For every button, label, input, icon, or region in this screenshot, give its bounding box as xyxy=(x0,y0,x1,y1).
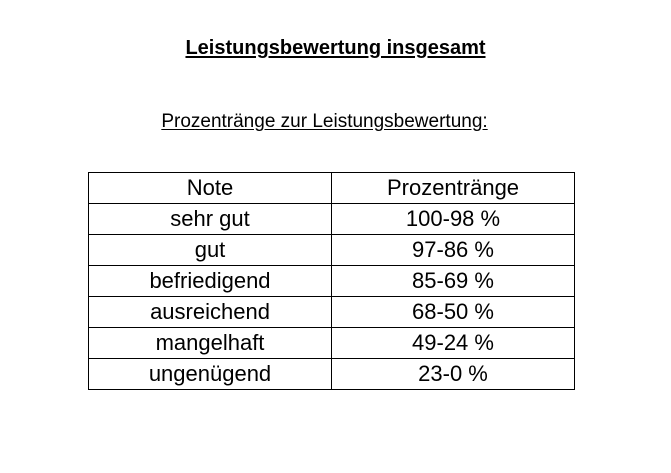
table-row: befriedigend 85-69 % xyxy=(88,265,575,297)
section-heading-text: Prozentränge zur Leistungsbewertung: xyxy=(161,111,488,132)
page-title: Leistungsbewertung insgesamt xyxy=(0,37,671,60)
column-header-prozentraenge: Prozentränge xyxy=(331,172,575,204)
table-header-row: Note Prozentränge xyxy=(88,172,575,204)
note-cell: ausreichend xyxy=(88,296,332,328)
note-cell: sehr gut xyxy=(88,203,332,235)
range-cell: 100-98 % xyxy=(331,203,575,235)
table-row: mangelhaft 49-24 % xyxy=(88,327,575,359)
note-cell: mangelhaft xyxy=(88,327,332,359)
table-row: gut 97-86 % xyxy=(88,234,575,266)
note-cell: gut xyxy=(88,234,332,266)
note-cell: befriedigend xyxy=(88,265,332,297)
grades-table: Note Prozentränge sehr gut 100-98 % gut … xyxy=(88,172,575,390)
range-cell: 85-69 % xyxy=(331,265,575,297)
note-cell: ungenügend xyxy=(88,358,332,390)
table-row: ausreichend 68-50 % xyxy=(88,296,575,328)
table-row: ungenügend 23-0 % xyxy=(88,358,575,390)
table-row: sehr gut 100-98 % xyxy=(88,203,575,235)
range-cell: 49-24 % xyxy=(331,327,575,359)
column-header-note: Note xyxy=(88,172,332,204)
section-heading: Prozentränge zur Leistungsbewertung: xyxy=(0,111,660,133)
page-title-text: Leistungsbewertung insgesamt xyxy=(185,37,486,59)
range-cell: 23-0 % xyxy=(331,358,575,390)
range-cell: 68-50 % xyxy=(331,296,575,328)
range-cell: 97-86 % xyxy=(331,234,575,266)
